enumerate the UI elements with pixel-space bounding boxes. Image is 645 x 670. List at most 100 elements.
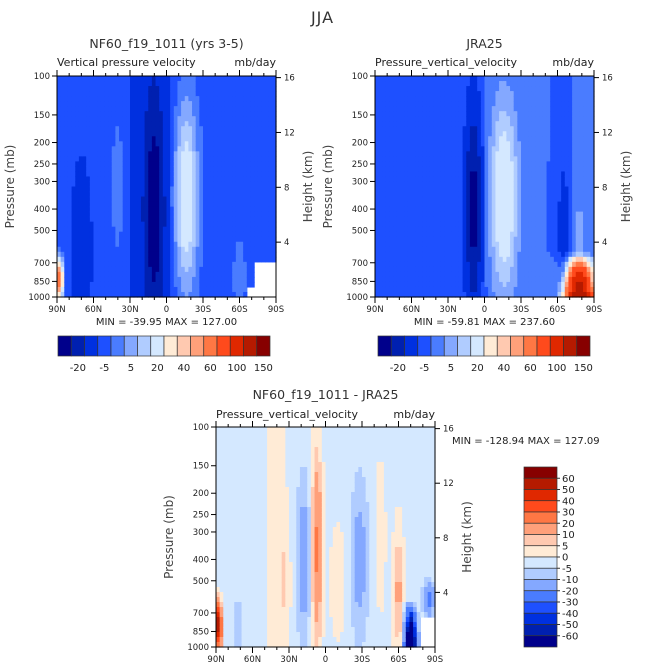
field-cell	[104, 146, 109, 152]
field-cell	[140, 136, 146, 142]
field-cell	[86, 161, 91, 168]
field-cell	[130, 236, 135, 243]
field-cell	[104, 176, 109, 183]
field-cell	[82, 281, 87, 288]
field-cell	[173, 281, 179, 288]
field-cell	[155, 231, 160, 238]
field-cell	[119, 151, 124, 157]
field-cell	[557, 206, 562, 213]
field-cell	[181, 116, 186, 122]
y-axis-label: Pressure (mb)	[3, 145, 17, 229]
field-cell	[477, 151, 482, 157]
field-cell	[71, 141, 76, 147]
field-cell	[140, 116, 146, 122]
field-cell	[484, 236, 489, 243]
field-cell	[155, 141, 160, 147]
field-cell	[506, 131, 511, 137]
field-cell	[469, 156, 475, 162]
field-cell	[418, 176, 424, 183]
field-cell	[448, 146, 453, 152]
field-cell	[444, 176, 449, 183]
field-cell	[126, 111, 131, 117]
field-cell	[57, 96, 62, 102]
field-cell	[407, 236, 413, 243]
field-cell	[426, 221, 431, 228]
field-cell	[378, 156, 383, 162]
field-cell	[469, 246, 475, 253]
colorbar-swatch	[57, 335, 72, 357]
field-cell	[221, 191, 226, 198]
field-cell	[126, 276, 131, 283]
field-cell	[86, 156, 91, 162]
field-cell	[272, 191, 277, 198]
field-cell	[195, 246, 200, 253]
field-cell	[82, 276, 87, 283]
field-cell	[111, 81, 116, 87]
field-cell	[462, 136, 467, 142]
field-cell	[539, 116, 544, 122]
field-cell	[418, 276, 424, 283]
field-cell	[257, 201, 262, 208]
field-cell	[173, 116, 179, 122]
field-cell	[473, 211, 478, 218]
field-cell	[155, 281, 160, 288]
field-cell	[151, 81, 157, 87]
field-cell	[130, 251, 135, 258]
field-cell	[67, 216, 73, 223]
field-cell	[224, 141, 230, 147]
field-cell	[57, 201, 62, 208]
field-cell	[546, 181, 551, 188]
field-cell	[111, 141, 116, 147]
field-cell	[93, 166, 98, 173]
field-cell	[67, 241, 73, 248]
field-cell	[173, 136, 179, 142]
field-cell	[440, 216, 445, 223]
field-cell	[513, 181, 518, 188]
field-cell	[144, 96, 149, 102]
field-cell	[188, 86, 193, 92]
field-cell	[155, 156, 160, 162]
field-cell	[561, 221, 566, 228]
field-cell	[506, 196, 511, 203]
field-cell	[108, 111, 113, 117]
field-cell	[64, 136, 69, 142]
field-cell	[495, 176, 500, 183]
field-cell	[444, 106, 449, 112]
field-cell	[206, 221, 211, 228]
field-cell	[122, 216, 127, 223]
field-cell	[404, 161, 409, 168]
field-cell	[531, 291, 537, 298]
field-cell	[265, 151, 270, 157]
field-cell	[57, 226, 62, 233]
field-cell	[64, 196, 69, 203]
field-cell	[111, 221, 116, 228]
field-cell	[155, 241, 160, 248]
field-cell	[393, 166, 398, 173]
field-cell	[67, 106, 73, 112]
field-cell	[455, 216, 460, 223]
field-cell	[265, 101, 270, 107]
field-cell	[213, 211, 219, 218]
field-cell	[86, 196, 91, 203]
field-cell	[213, 86, 219, 92]
field-cell	[100, 271, 106, 278]
field-cell	[71, 96, 76, 102]
field-cell	[375, 211, 380, 218]
field-cell	[535, 206, 540, 213]
field-cell	[261, 146, 266, 152]
field-cell	[517, 136, 522, 142]
field-cell	[462, 231, 467, 238]
field-cell	[499, 166, 504, 173]
field-cell	[60, 261, 65, 268]
field-cell	[542, 126, 548, 132]
field-cell	[93, 96, 98, 102]
field-cell	[199, 171, 204, 178]
field-cell	[159, 76, 164, 82]
field-cell	[480, 271, 486, 278]
field-cell	[407, 186, 413, 193]
field-cell	[166, 206, 171, 213]
field-cell	[217, 86, 222, 92]
field-cell	[203, 181, 208, 188]
field-cell	[437, 281, 442, 288]
field-cell	[546, 131, 551, 137]
